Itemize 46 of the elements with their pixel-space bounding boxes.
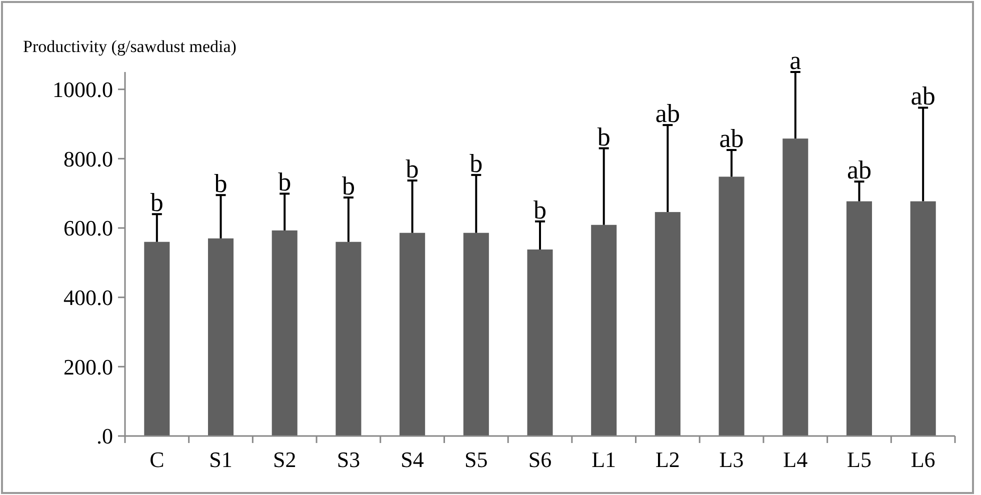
bar [654, 212, 680, 436]
bar [846, 201, 872, 436]
bar [527, 249, 553, 436]
annotation: b [470, 148, 483, 178]
y-tick-label: 400.0 [64, 285, 113, 310]
y-tick-label: 200.0 [64, 354, 113, 380]
y-tick-label: 600.0 [64, 216, 113, 241]
x-tick-label: C [150, 447, 164, 472]
bar [782, 138, 808, 436]
y-tick-label: .0 [96, 424, 113, 449]
annotation: b [278, 168, 292, 197]
x-tick-label: L3 [719, 447, 744, 472]
bar [272, 230, 298, 436]
annotation: b [150, 188, 164, 218]
bar [718, 176, 744, 436]
x-tick-label: L5 [847, 447, 872, 472]
y-axis-title: Productivity (g/sawdust media) [23, 37, 236, 56]
annotation: b [534, 195, 546, 224]
x-tick-label: L2 [655, 447, 680, 472]
annotation: ab [655, 99, 680, 128]
y-tick-label: 800.0 [64, 146, 113, 172]
annotation: ab [910, 82, 936, 111]
x-tick-label: L1 [592, 447, 616, 472]
annotation: ab [719, 124, 744, 153]
bar [910, 201, 936, 436]
annotation: ab [846, 156, 872, 185]
annotation: b [597, 122, 610, 152]
x-tick-label: S3 [336, 447, 360, 472]
annotation: a [790, 46, 802, 75]
x-tick-label: L6 [910, 447, 936, 472]
x-tick-label: S1 [209, 447, 232, 472]
bar [208, 238, 234, 436]
annotation: b [406, 154, 419, 184]
x-tick-label: S2 [272, 447, 296, 472]
bar [400, 232, 426, 436]
bar [336, 242, 362, 436]
x-tick-label: S5 [464, 447, 488, 472]
bar [463, 232, 489, 436]
bar [591, 224, 617, 436]
y-tick-label: 1000.0 [52, 77, 113, 102]
x-tick-label: L4 [783, 447, 808, 472]
x-tick-label: S6 [528, 447, 552, 472]
bar [144, 242, 170, 436]
x-tick-label: S4 [400, 447, 424, 472]
annotation: b [342, 171, 355, 200]
annotation: b [214, 169, 228, 198]
